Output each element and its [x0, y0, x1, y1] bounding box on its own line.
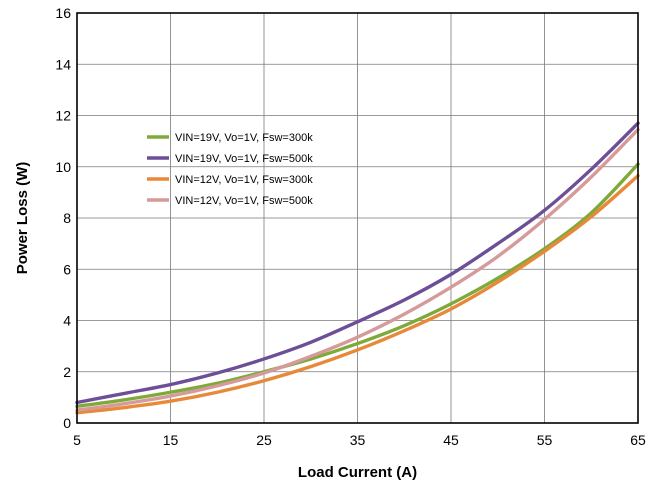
y-axis-label: Power Loss (W)	[14, 162, 31, 275]
y-tick-label: 8	[63, 210, 71, 226]
y-tick-label: 2	[63, 364, 71, 380]
series-line	[75, 162, 640, 409]
series-line	[75, 174, 640, 415]
x-tick-label: 25	[256, 432, 272, 448]
x-tick-label: 45	[443, 432, 459, 448]
y-tick-label: 6	[63, 261, 71, 277]
x-tick-label: 55	[537, 432, 553, 448]
x-axis-label: Load Current (A)	[298, 464, 417, 481]
legend-label: VIN=12V, Vo=1V, Fsw=500k	[175, 195, 313, 207]
legend-label: VIN=12V, Vo=1V, Fsw=300k	[175, 174, 313, 186]
y-tick-label: 12	[55, 108, 71, 124]
x-tick-label: 5	[73, 432, 81, 448]
legend-label: VIN=19V, Vo=1V, Fsw=300k	[175, 132, 313, 144]
series-line	[75, 121, 640, 405]
x-tick-labels: 5 15 25 35 45 55 65	[73, 432, 646, 448]
x-tick-label: 35	[350, 432, 366, 448]
y-tick-label: 4	[63, 313, 71, 329]
y-tick-labels: 0 2 4 6 8 10 12 14 16	[55, 5, 71, 431]
x-tick-label: 65	[630, 432, 646, 448]
grid-lines	[76, 12, 639, 424]
y-tick-label: 14	[55, 56, 71, 72]
legend: VIN=19V, Vo=1V, Fsw=300k VIN=19V, Vo=1V, …	[147, 132, 313, 207]
series-lines	[75, 121, 640, 415]
y-tick-label: 10	[55, 159, 71, 175]
y-tick-label: 16	[55, 5, 71, 21]
legend-label: VIN=19V, Vo=1V, Fsw=500k	[175, 153, 313, 165]
series-line	[75, 127, 640, 412]
plot-frame	[76, 12, 639, 424]
x-tick-label: 15	[163, 432, 179, 448]
y-tick-label: 0	[63, 415, 71, 431]
